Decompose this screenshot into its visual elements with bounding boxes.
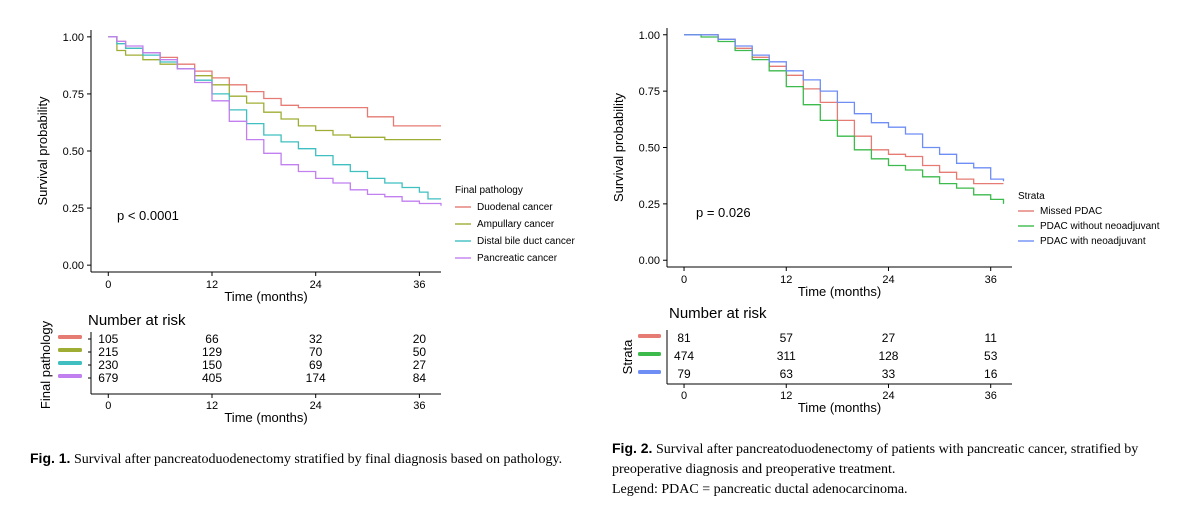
chart1-risk-value: 50 <box>413 345 427 359</box>
chart1-risk-value: 150 <box>202 358 222 372</box>
chart1-risk-x-tick-label: 12 <box>206 400 218 412</box>
chart1-risk-row-swatch-2 <box>58 348 82 352</box>
chart1-risk-x-axis-label: Time (months) <box>224 410 307 425</box>
chart1-y-tick-label: 0.50 <box>63 146 84 158</box>
chart2-risk-value: 81 <box>677 331 691 345</box>
chart1-risk-value: 405 <box>202 371 222 385</box>
chart1-risk-value: 27 <box>413 358 427 372</box>
chart1-legend-label-3: Distal bile duct cancer <box>477 236 575 247</box>
chart1-risk-row-swatch-3 <box>58 361 82 365</box>
chart1-y-tick-label: 0.75 <box>63 89 84 101</box>
chart1-risk-value: 69 <box>309 358 323 372</box>
chart2-risk-value: 27 <box>882 331 896 345</box>
chart1-legend-label-1: Duodenal cancer <box>477 202 553 213</box>
chart2-risk-x-tick-label: 12 <box>780 390 792 402</box>
chart2-risk-value: 53 <box>984 349 998 363</box>
chart1-y-tick-label: 1.00 <box>63 32 84 44</box>
chart1-risk-value: 174 <box>306 371 326 385</box>
chart2-risk-x-tick-label: 36 <box>985 390 997 402</box>
chart2-x-tick-label: 0 <box>681 274 687 286</box>
chart2-risk-value: 311 <box>777 349 796 363</box>
chart1-legend-title: Final pathology <box>455 185 523 196</box>
chart1-x-tick-label: 36 <box>413 279 425 291</box>
chart1-x-tick-label: 12 <box>206 279 218 291</box>
chart1-y-tick-label: 0.25 <box>63 203 84 215</box>
chart1-risk-value: 679 <box>98 371 118 385</box>
chart1-legend-label-2: Ampullary cancer <box>477 219 555 230</box>
chart2-risk-value: 474 <box>674 349 694 363</box>
chart2-x-tick-label: 36 <box>985 274 997 286</box>
chart2-x-axis-label: Time (months) <box>798 284 881 299</box>
chart1-risk-value: 105 <box>98 332 118 346</box>
chart1-risk-value: 129 <box>202 345 222 359</box>
chart2-p-value: p = 0.026 <box>696 205 751 220</box>
chart2-y-axis-label: Survival probability <box>611 92 626 202</box>
caption-fig1-label: Fig. 1. <box>30 450 71 466</box>
chart1-risk-value: 230 <box>98 358 118 372</box>
caption-fig2-legend: Legend: PDAC = pancreatic ductal adenoca… <box>612 482 908 497</box>
chart1-x-tick-label: 24 <box>310 279 322 291</box>
chart1-x-axis-label: Time (months) <box>224 289 307 304</box>
chart2-risk-row-swatch-3 <box>638 370 661 374</box>
chart2-series-line-1 <box>684 34 1004 185</box>
chart2-risk-x-tick-label: 0 <box>681 390 687 402</box>
chart1-risk-value: 32 <box>309 332 323 346</box>
chart2-legend-label-2: PDAC without neoadjuvant <box>1040 221 1160 232</box>
chart1-risk-title: Number at risk <box>88 312 186 329</box>
chart2-risk-x-tick-label: 24 <box>882 390 894 402</box>
chart1-series-line-3 <box>108 36 441 200</box>
chart2-legend-title: Strata <box>1018 191 1045 202</box>
chart1-risk-x-tick-label: 24 <box>310 400 322 412</box>
chart2-risk-value: 79 <box>677 367 691 381</box>
chart1-risk-row-swatch-4 <box>58 374 82 378</box>
chart1-risk-value: 66 <box>205 332 219 346</box>
chart2-risk-row-swatch-2 <box>638 352 661 356</box>
chart1-y-axis-label: Survival probability <box>35 96 50 206</box>
chart2-y-tick-label: 1.00 <box>639 30 660 42</box>
chart2-x-tick-label: 24 <box>882 274 894 286</box>
caption-fig2-label: Fig. 2. <box>612 440 653 456</box>
chart1-risk-x-tick-label: 0 <box>105 400 111 412</box>
chart2-risk-value: 11 <box>984 331 997 345</box>
chart2-risk-value: 128 <box>878 349 898 363</box>
chart2-series-line-2 <box>684 34 1005 204</box>
chart2-risk-title: Number at risk <box>669 305 767 322</box>
chart2-legend-label-3: PDAC with neoadjuvant <box>1040 236 1146 247</box>
chart2-risk-value: 63 <box>780 367 794 381</box>
chart2-legend-label-1: Missed PDAC <box>1040 206 1102 217</box>
chart1-x-tick-label: 0 <box>105 279 111 291</box>
chart2-risk-value: 16 <box>984 367 998 381</box>
chart2-y-tick-label: 0.50 <box>639 143 660 155</box>
chart2-series-line-3 <box>684 34 1005 182</box>
chart1-risk-value: 70 <box>309 345 323 359</box>
chart2-risk-value: 57 <box>780 331 794 345</box>
chart1-risk-value: 215 <box>98 345 118 359</box>
chart1-y-tick-label: 0.00 <box>63 260 84 272</box>
caption-fig2-text: Survival after pancreatoduodenectomy of … <box>612 442 1139 477</box>
chart2-y-tick-label: 0.75 <box>639 86 660 98</box>
chart1-p-value: p < 0.0001 <box>117 208 179 223</box>
chart2-y-tick-label: 0.25 <box>639 199 660 211</box>
chart1-legend-label-4: Pancreatic cancer <box>477 253 558 264</box>
chart1-risk-row-swatch-1 <box>58 335 82 339</box>
chart1-series-line-2 <box>108 36 441 141</box>
chart1-risk-x-tick-label: 36 <box>413 400 425 412</box>
chart2-risk-value: 33 <box>882 367 896 381</box>
chart2-risk-row-swatch-1 <box>638 334 661 338</box>
chart1-risk-y-axis-label: Final pathology <box>38 320 53 409</box>
chart2-y-tick-label: 0.00 <box>639 255 660 267</box>
chart2-risk-x-axis-label: Time (months) <box>798 400 881 415</box>
chart1-risk-value: 20 <box>413 332 427 346</box>
chart1-risk-value: 84 <box>413 371 427 385</box>
chart2-x-tick-label: 12 <box>780 274 792 286</box>
chart2-risk-y-axis-label: Strata <box>620 339 635 374</box>
caption-fig2: Fig. 2. Survival after pancreatoduodenec… <box>612 438 1157 500</box>
caption-fig1-text: Survival after pancreatoduodenectomy str… <box>73 452 563 467</box>
caption-fig1: Fig. 1. Survival after pancreatoduodenec… <box>30 448 575 470</box>
chart1-series-line-4 <box>108 36 442 206</box>
